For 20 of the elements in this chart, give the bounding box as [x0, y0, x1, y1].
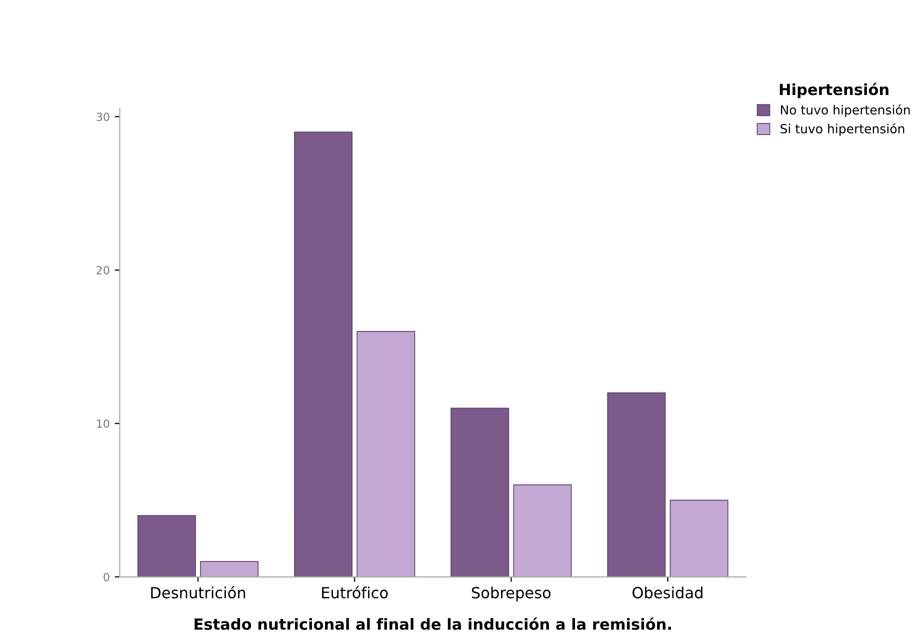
- y-tick-label: 10: [97, 419, 110, 428]
- bar: [607, 392, 666, 577]
- legend-label: Si tuvo hipertensión: [780, 123, 904, 136]
- legend-label: No tuvo hipertensión: [780, 104, 910, 118]
- x-tick-label: Desnutrición: [151, 586, 246, 598]
- y-tick-label: 30: [96, 112, 110, 122]
- bar: [356, 331, 416, 577]
- x-tick-label: Obesidad: [632, 586, 702, 598]
- bar: [513, 484, 572, 577]
- bar: [200, 561, 259, 577]
- x-axis-title: Estado nutricional al final de la inducción a la remisión.: [194, 617, 671, 630]
- bar: [294, 132, 352, 577]
- bar: [137, 515, 196, 577]
- x-tick-label: Eutrófico: [322, 586, 388, 598]
- bar: [450, 408, 510, 577]
- legend-title: Hipertensión: [780, 82, 888, 98]
- y-tick-label: 0: [104, 572, 110, 582]
- bar: [670, 500, 728, 577]
- y-tick-label: 20: [96, 266, 110, 274]
- x-tick-label: Sobrepeso: [472, 586, 551, 602]
